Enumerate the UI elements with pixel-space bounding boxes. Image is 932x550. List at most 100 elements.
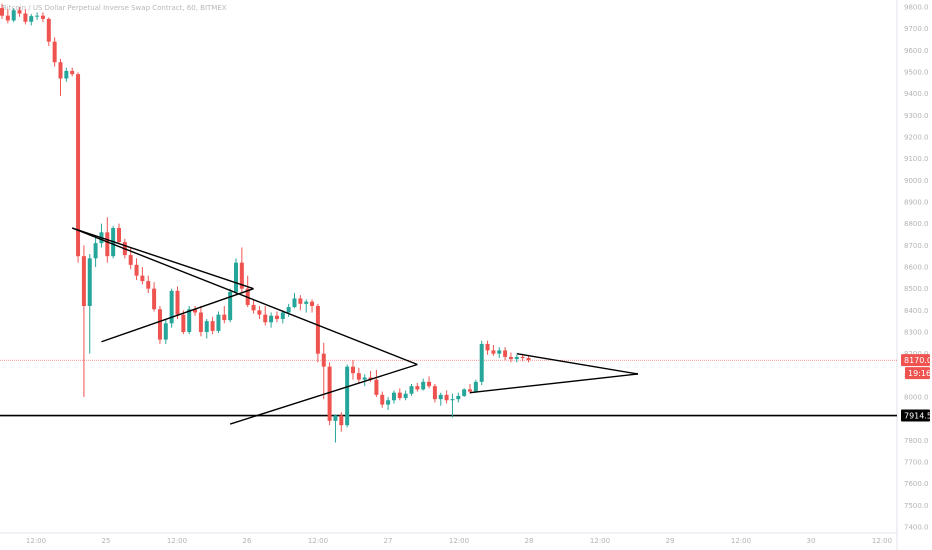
y-tick-label: 7700.0 xyxy=(904,459,929,467)
candle-down xyxy=(175,290,180,315)
candle-down xyxy=(23,13,28,22)
candle-up xyxy=(450,399,455,401)
y-tick-label: 8700.0 xyxy=(904,242,929,250)
candle-down xyxy=(5,15,10,21)
y-tick-label: 9200.0 xyxy=(904,134,929,142)
x-tick-label: 28 xyxy=(525,537,534,545)
candle-up xyxy=(234,262,238,292)
candle-down xyxy=(491,350,496,354)
candle-down xyxy=(321,353,326,367)
candle-down xyxy=(193,309,198,313)
candle-down xyxy=(198,312,203,332)
candle-down xyxy=(181,314,186,332)
candle-up xyxy=(403,393,408,399)
candle-up xyxy=(163,323,168,340)
candle-up xyxy=(479,343,484,382)
candle-down xyxy=(380,394,385,405)
small-triangle-lower xyxy=(101,288,254,343)
candle-down xyxy=(508,356,513,360)
x-tick-label: 12:00 xyxy=(872,537,892,545)
chart-title: Bitcoin / US Dollar Perpetual Inverse Sw… xyxy=(2,4,227,12)
candle-down xyxy=(427,381,432,387)
candle-down xyxy=(134,264,139,276)
y-tick-label: 9000.0 xyxy=(904,177,929,185)
candle-up xyxy=(216,314,221,331)
candle-down xyxy=(70,70,75,75)
x-tick-label: 29 xyxy=(666,537,675,545)
candle-down xyxy=(257,310,262,315)
candle-down xyxy=(432,386,437,400)
candle-down xyxy=(339,415,344,426)
y-tick-label: 9800.0 xyxy=(904,4,929,12)
candle-up xyxy=(421,381,426,390)
candle-down xyxy=(485,343,490,351)
y-tick-label: 7400.0 xyxy=(904,524,929,532)
candle-up xyxy=(35,15,40,17)
lower-triangle-line xyxy=(229,363,418,425)
x-tick-label: 25 xyxy=(102,537,111,545)
candle-down xyxy=(152,288,157,310)
candle-down xyxy=(315,306,320,354)
candle-up xyxy=(228,291,233,321)
candle-down xyxy=(251,304,256,311)
x-tick-label: 27 xyxy=(384,537,393,545)
candle-down xyxy=(128,255,133,265)
candle-down xyxy=(117,228,121,243)
candle-down xyxy=(40,15,45,19)
candle-up xyxy=(187,309,192,332)
candle-down xyxy=(0,8,4,16)
small-triangle-upper xyxy=(71,227,254,290)
candle-up xyxy=(438,394,443,400)
candle-down xyxy=(503,350,508,357)
candle-up xyxy=(473,381,478,392)
countdown-tag xyxy=(905,367,930,380)
candle-up xyxy=(456,395,461,400)
candle-up xyxy=(286,307,291,313)
candle-down xyxy=(274,315,279,319)
y-tick-label: 9300.0 xyxy=(904,112,929,120)
y-tick-label: 8800.0 xyxy=(904,220,929,228)
candle-down xyxy=(368,377,373,380)
y-tick-label: 8500.0 xyxy=(904,285,929,293)
current-price-tag xyxy=(901,354,930,367)
x-tick-label: 12:00 xyxy=(731,537,751,545)
candle-down xyxy=(526,358,531,361)
candle-up xyxy=(269,315,274,323)
x-tick-label: 12:00 xyxy=(167,537,187,545)
candle-up xyxy=(280,312,285,319)
candle-up xyxy=(333,415,338,421)
candle-up xyxy=(304,301,309,304)
candle-up xyxy=(11,10,16,21)
countdown-label: 19:16 xyxy=(908,369,931,378)
candle-down xyxy=(397,392,402,399)
candle-down xyxy=(81,256,86,306)
upper-triangle-extension xyxy=(516,352,639,375)
y-tick-label: 7500.0 xyxy=(904,502,929,510)
candle-down xyxy=(356,373,361,380)
upper-triangle-line xyxy=(71,227,418,366)
x-tick-label: 12:00 xyxy=(590,537,610,545)
y-tick-label: 9700.0 xyxy=(904,25,929,33)
y-tick-label: 7600.0 xyxy=(904,480,929,488)
candle-down xyxy=(140,275,145,282)
x-tick-label: 30 xyxy=(807,537,816,545)
x-tick-label: 12:00 xyxy=(26,537,46,545)
candle-down xyxy=(415,386,420,390)
y-tick-label: 8900.0 xyxy=(904,199,929,207)
candle-up xyxy=(169,290,174,324)
candle-down xyxy=(222,314,227,321)
current-price-label: 8170.0 xyxy=(904,356,932,365)
candle-down xyxy=(298,298,303,304)
y-tick-label: 8300.0 xyxy=(904,329,929,337)
candle-down xyxy=(76,74,81,257)
candle-up xyxy=(409,386,414,394)
candle-up xyxy=(497,350,502,354)
y-tick-label: 9500.0 xyxy=(904,69,929,77)
candle-up xyxy=(64,70,69,79)
candle-up xyxy=(345,366,350,426)
candle-down xyxy=(468,389,472,392)
candle-down xyxy=(239,262,244,289)
candle-down xyxy=(52,41,57,63)
y-tick-label: 9600.0 xyxy=(904,47,929,55)
